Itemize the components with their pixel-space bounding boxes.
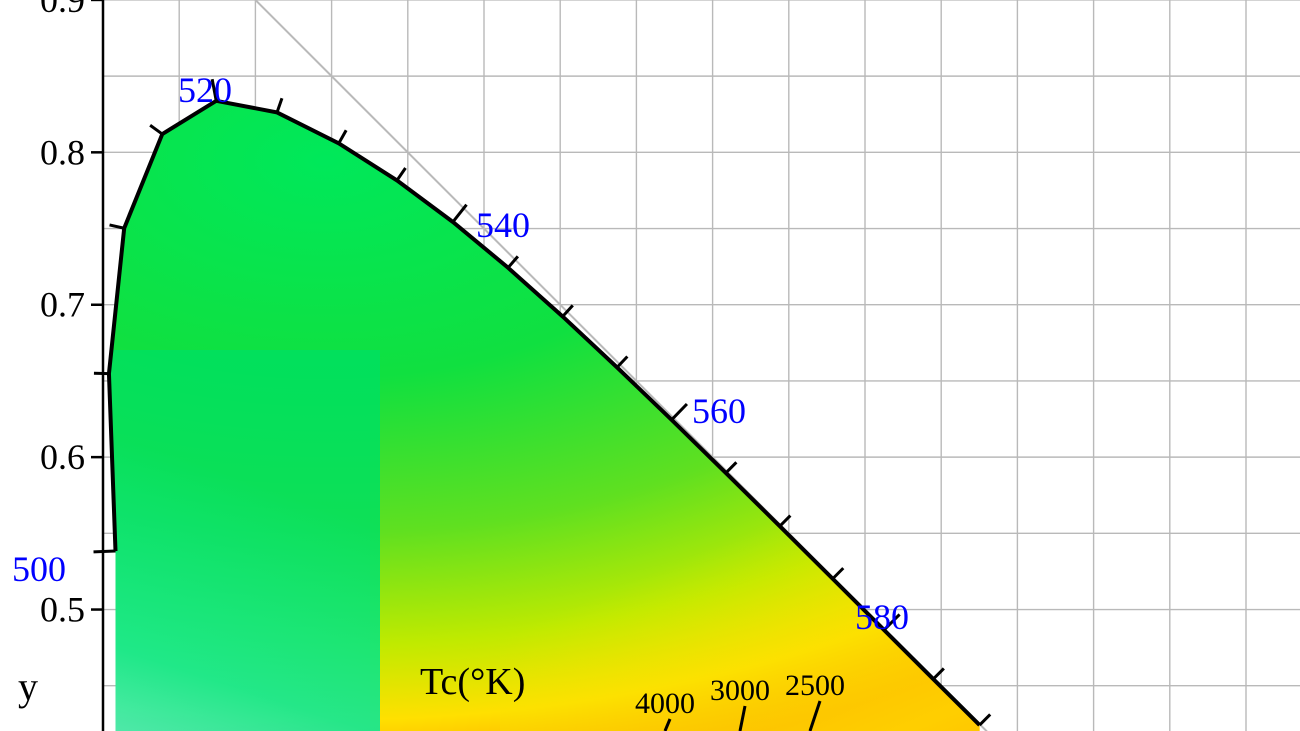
svg-text:520: 520 [178,70,232,110]
svg-text:0.8: 0.8 [40,132,85,172]
y-axis-tick-labels: 0.5 0.6 0.7 0.8 0.9 [40,0,85,630]
svg-text:0.5: 0.5 [40,590,85,630]
svg-text:3000: 3000 [710,674,770,707]
y-axis [91,0,103,731]
svg-text:4000: 4000 [635,687,695,720]
y-axis-title: y [18,664,38,709]
svg-text:560: 560 [692,391,746,431]
tc-label: Tc(°K) [420,661,525,703]
svg-text:0.6: 0.6 [40,437,85,477]
svg-text:540: 540 [476,205,530,245]
svg-text:580: 580 [855,597,909,637]
svg-text:0.9: 0.9 [40,0,85,20]
cie-chromaticity-chart: 0.5 0.6 0.7 0.8 0.9 500 520 540 560 580 Tc(°K) 4… [0,0,1300,731]
svg-text:0.7: 0.7 [40,285,85,325]
svg-text:2500: 2500 [785,669,845,702]
svg-text:500: 500 [12,549,66,589]
